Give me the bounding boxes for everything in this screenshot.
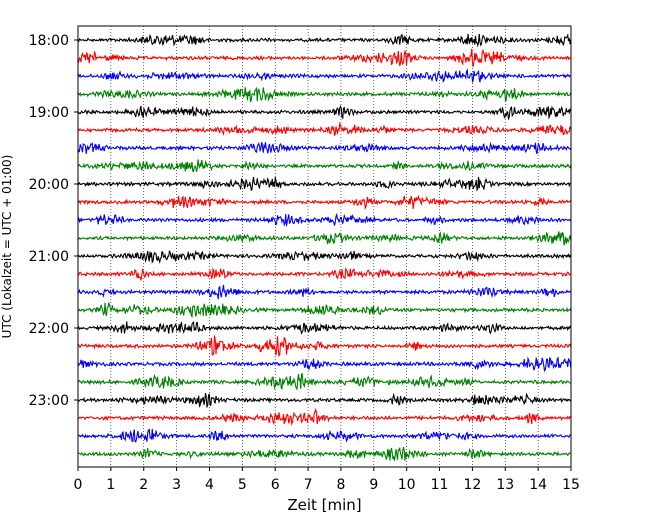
trace-line <box>77 176 571 192</box>
x-tick-label: 13 <box>496 477 514 493</box>
y-tick-label: 23:00 <box>29 393 69 409</box>
y-tick-label: 22:00 <box>29 321 69 337</box>
y-tick-label: 20:00 <box>29 177 69 193</box>
x-tick-label: 1 <box>106 477 115 493</box>
trace-line <box>77 194 571 210</box>
y-tick-label: 18:00 <box>29 33 69 49</box>
trace-line <box>77 446 571 461</box>
trace-line <box>77 392 571 409</box>
trace-line <box>77 159 572 173</box>
trace-line <box>77 356 572 372</box>
trace-line <box>77 284 572 300</box>
x-tick-label: 5 <box>238 477 247 493</box>
x-tick-label: 4 <box>205 477 214 493</box>
trace-line <box>77 212 572 227</box>
trace-line <box>77 141 572 155</box>
trace-line <box>77 48 572 67</box>
y-tick-label: 19:00 <box>29 105 69 121</box>
x-tick-label: 10 <box>398 477 416 493</box>
trace-line <box>77 428 572 443</box>
x-axis-ticks: 0 1 2 3 4 5 6 7 8 9 10 11 12 13 14 15 <box>74 467 580 493</box>
trace-line <box>77 33 572 48</box>
trace-line <box>77 320 572 335</box>
trace-line <box>77 230 572 246</box>
trace-line <box>77 373 571 391</box>
trace-line <box>77 104 572 120</box>
trace-line <box>77 267 571 281</box>
x-axis-label: Zeit [min] <box>287 496 361 514</box>
trace-line <box>77 68 571 84</box>
x-tick-label: 0 <box>74 477 83 493</box>
trace-line <box>77 87 572 103</box>
trace-line <box>77 249 572 265</box>
y-tick-label: 21:00 <box>29 249 69 265</box>
x-tick-label: 6 <box>271 477 280 493</box>
y-axis-ticks: 18:00 19:00 20:00 21:00 22:00 23:00 <box>29 33 78 409</box>
x-tick-label: 7 <box>304 477 313 493</box>
trace-line <box>77 121 572 136</box>
x-tick-label: 3 <box>172 477 181 493</box>
y-axis-label: UTC (Lokalzeit = UTC + 01:00) <box>0 155 14 339</box>
x-tick-label: 8 <box>336 477 345 493</box>
x-tick-label: 2 <box>139 477 148 493</box>
trace-line <box>77 335 572 357</box>
x-tick-label: 15 <box>562 477 580 493</box>
x-tick-label: 11 <box>431 477 449 493</box>
x-tick-label: 12 <box>463 477 481 493</box>
x-tick-label: 14 <box>529 477 547 493</box>
trace-line <box>77 407 572 426</box>
plot-frame <box>77 25 572 468</box>
x-tick-label: 9 <box>369 477 378 493</box>
trace-series <box>77 33 572 461</box>
trace-line <box>77 302 572 318</box>
